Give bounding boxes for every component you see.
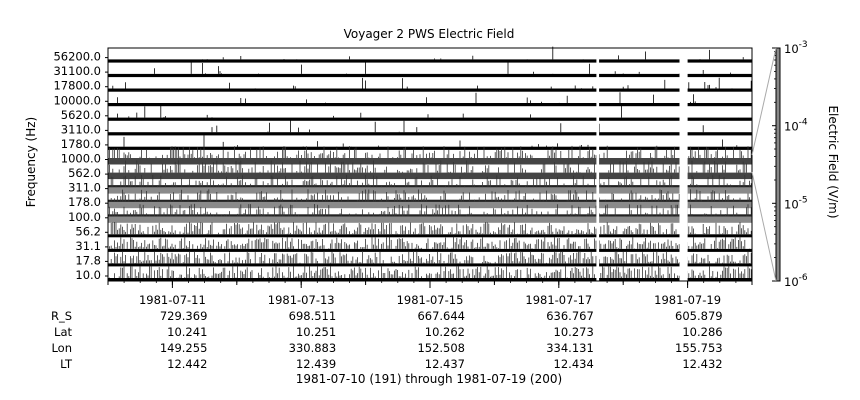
channel-56.2	[108, 222, 752, 238]
channel-31100.0	[108, 62, 752, 78]
frequency-tick-label: 1780.0	[61, 137, 101, 151]
time-tick-label: 1981-07-17	[525, 293, 592, 307]
ephemeris-value: 12.432	[682, 357, 722, 371]
frequency-tick-label: 5620.0	[61, 108, 101, 122]
channel-17.8	[108, 251, 752, 267]
ephemeris-value: 10.251	[296, 325, 336, 339]
frequency-tick-label: 311.0	[68, 181, 101, 195]
y-axis-label: Frequency (Hz)	[24, 117, 38, 208]
frequency-tick-label: 31100.0	[53, 64, 101, 78]
channel-1780.0	[108, 135, 752, 150]
channel-5620.0	[108, 105, 752, 121]
ephemeris-value: 10.286	[682, 325, 722, 339]
frequency-tick-label: 56.2	[75, 224, 101, 238]
channel-1000.0	[108, 145, 752, 165]
frequency-tick-label: 178.0	[68, 195, 101, 209]
frequency-tick-label: 10.0	[75, 268, 101, 282]
ephemeris-value: 12.434	[554, 357, 594, 371]
frequency-tick-label: 562.0	[68, 166, 101, 180]
ephemeris-value: 12.437	[425, 357, 465, 371]
channel-56200.0	[108, 46, 752, 63]
ephemeris-value: 10.241	[167, 325, 207, 339]
frequency-tick-label: 56200.0	[53, 50, 101, 64]
time-tick-label: 1981-07-15	[397, 293, 464, 307]
channel-100.0	[108, 203, 752, 223]
data-gap	[596, 48, 600, 281]
ephemeris-value: 334.131	[546, 341, 594, 355]
channel-10000.0	[108, 92, 752, 107]
ephemeris-value: 149.255	[160, 341, 208, 355]
frequency-tick-label: 3110.0	[61, 122, 101, 136]
ephemeris-value: 330.883	[289, 341, 337, 355]
frequency-tick-label: 10000.0	[53, 93, 101, 107]
ephemeris-value: 12.442	[167, 357, 207, 371]
colorbar-label: Electric Field (V/m)	[826, 105, 840, 218]
ephemeris-value: 155.753	[675, 341, 723, 355]
ephemeris-value: 636.767	[546, 309, 594, 323]
channel-3110.0	[108, 119, 752, 136]
frequency-tick-labels: 56200.031100.017800.010000.05620.03110.0…	[53, 50, 108, 282]
ephemeris-value: 667.644	[417, 309, 465, 323]
frequency-tick-label: 31.1	[75, 239, 101, 253]
colorbar-tick-label: 10-5	[784, 195, 808, 211]
ephemeris-table: R_S 729.369 698.511 667.644 636.767 605.879 La…	[51, 309, 723, 371]
ephemeris-value: 698.511	[289, 309, 337, 323]
time-tick-label: 1981-07-19	[654, 293, 721, 307]
channel-178.0	[108, 189, 752, 209]
colorbar: 10-3 10-4 10-5 10-6	[751, 40, 808, 289]
spectrogram-plot	[107, 46, 753, 282]
chart-title: Voyager 2 PWS Electric Field	[344, 27, 515, 41]
time-tick-label: 1981-07-13	[268, 293, 335, 307]
frequency-tick-label: 17.8	[75, 253, 101, 267]
frequency-tick-label: 100.0	[68, 210, 101, 224]
date-range-footer: 1981-07-10 (191) through 1981-07-19 (200…	[296, 372, 562, 386]
ephemeris-row-label: Lon	[51, 341, 72, 355]
ephemeris-value: 10.262	[425, 325, 465, 339]
data-gap	[679, 48, 688, 281]
channel-17800.0	[108, 77, 752, 92]
channel-31.1	[107, 236, 752, 252]
ephemeris-row-label: R_S	[51, 309, 72, 323]
frequency-tick-label: 17800.0	[53, 79, 101, 93]
ephemeris-value: 12.439	[296, 357, 336, 371]
ephemeris-row-label: Lat	[54, 325, 72, 339]
frequency-tick-label: 1000.0	[61, 152, 101, 166]
ephemeris-row-label: LT	[60, 357, 73, 371]
ephemeris-value: 152.508	[417, 341, 465, 355]
time-tick-label: 1981-07-11	[139, 293, 206, 307]
channel-10.0	[108, 265, 752, 281]
colorbar-tick-label: 10-3	[784, 40, 808, 56]
time-axis: 1981-07-11 1981-07-13 1981-07-15 1981-07-17…	[107, 281, 753, 307]
ephemeris-value: 605.879	[675, 309, 723, 323]
ephemeris-value: 10.273	[554, 325, 594, 339]
colorbar-tick-label: 10-4	[784, 118, 808, 134]
ephemeris-value: 729.369	[160, 309, 208, 323]
colorbar-tick-label: 10-6	[784, 273, 808, 289]
